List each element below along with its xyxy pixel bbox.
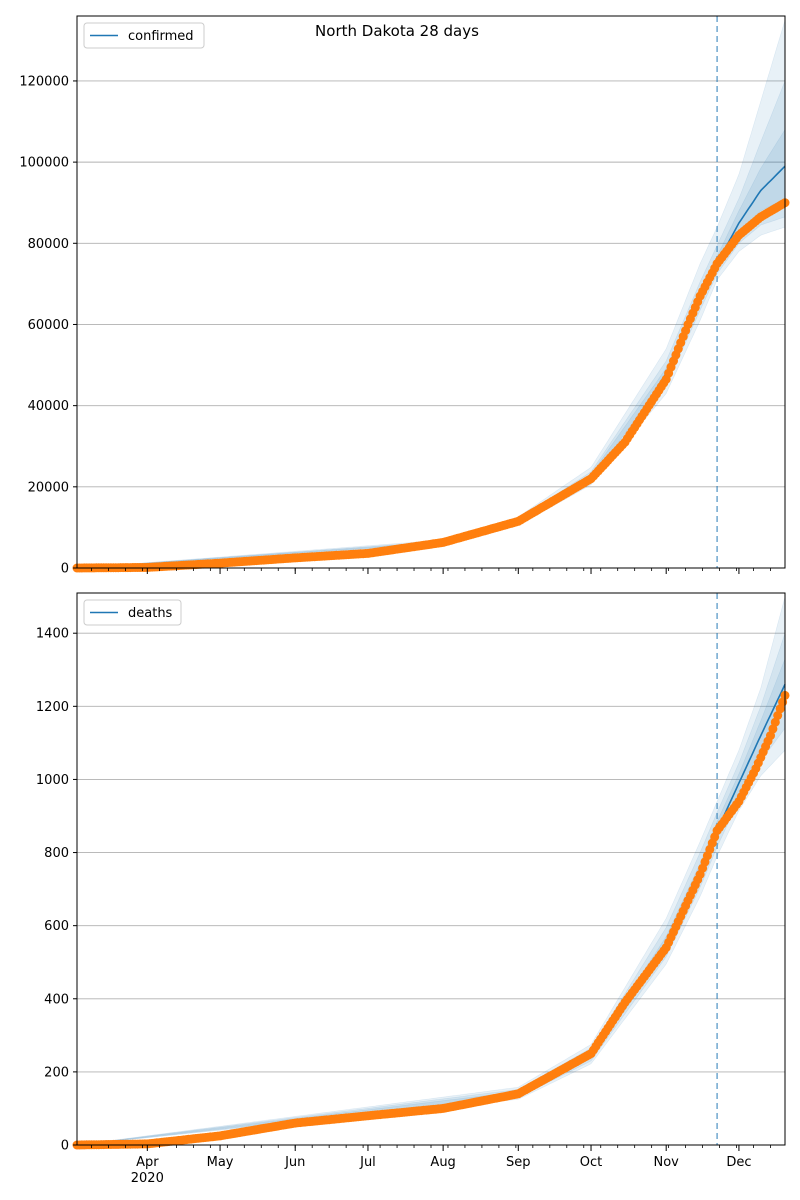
confirmed-bands — [76, 20, 786, 569]
y-tick-label: 60000 — [28, 318, 69, 333]
legend-box — [83, 599, 182, 626]
uncertainty-band-1 — [76, 20, 786, 569]
confirmed-observed-points — [72, 198, 790, 573]
y-tick-label: 0 — [61, 562, 69, 577]
x-tick-label: May — [207, 1155, 234, 1170]
confirmed-legend: confirmed — [83, 22, 205, 49]
confirmed-panel: 0 20000 40000 60000 80000 100000 120000 confir… — [19, 15, 790, 577]
confirmed-x-ticks — [91, 568, 771, 574]
x-tick-label: Jul — [359, 1155, 376, 1170]
y-tick-label: 1200 — [36, 700, 69, 715]
x-tick-label: Nov — [654, 1155, 680, 1170]
y-tick-label: 600 — [44, 919, 69, 934]
y-tick-label: 800 — [44, 846, 69, 861]
x-year-label: 2020 — [131, 1171, 164, 1186]
deaths-x-axis-labels: Apr May Jun Jul Aug Sep Oct Nov Dec 2020 — [131, 1155, 752, 1186]
deaths-y-axis: 0 200 400 600 800 1000 1200 1400 — [36, 627, 77, 1154]
figure-title: North Dakota 28 days — [315, 22, 479, 40]
y-tick-label: 1400 — [36, 627, 69, 642]
deaths-panel: 0 200 400 600 800 1000 1200 1400 Apr May Jun Jul Au… — [36, 592, 790, 1186]
y-tick-label: 1000 — [36, 773, 69, 788]
deaths-x-ticks — [91, 1145, 771, 1151]
x-tick-label: Oct — [580, 1155, 602, 1170]
deaths-plot-frame — [76, 592, 786, 1146]
legend-box — [83, 22, 205, 49]
y-tick-label: 400 — [44, 992, 69, 1007]
x-tick-label: Apr — [136, 1155, 159, 1170]
confirmed-model-line — [77, 165, 786, 569]
x-tick-label: Sep — [506, 1155, 531, 1170]
y-tick-label: 100000 — [19, 156, 69, 171]
x-tick-label: Dec — [726, 1155, 751, 1170]
x-tick-label: Aug — [430, 1155, 455, 1170]
confirmed-plot-frame — [76, 15, 786, 569]
deaths-bands — [76, 596, 786, 1146]
y-tick-label: 0 — [61, 1139, 69, 1154]
x-tick-label: Jun — [284, 1155, 305, 1170]
legend-label: deaths — [128, 606, 173, 621]
y-tick-label: 200 — [44, 1065, 69, 1080]
confirmed-gridlines — [77, 80, 785, 488]
uncertainty-band-1 — [76, 596, 786, 1146]
legend-label: confirmed — [128, 29, 194, 44]
deaths-legend: deaths — [83, 599, 182, 626]
y-tick-label: 40000 — [28, 399, 69, 414]
y-tick-label: 120000 — [19, 74, 69, 89]
confirmed-y-axis: 0 20000 40000 60000 80000 100000 120000 — [19, 74, 77, 577]
y-tick-label: 80000 — [28, 237, 69, 252]
deaths-gridlines — [77, 632, 785, 1073]
deaths-observed-points — [72, 690, 790, 1150]
y-tick-label: 20000 — [28, 480, 69, 495]
